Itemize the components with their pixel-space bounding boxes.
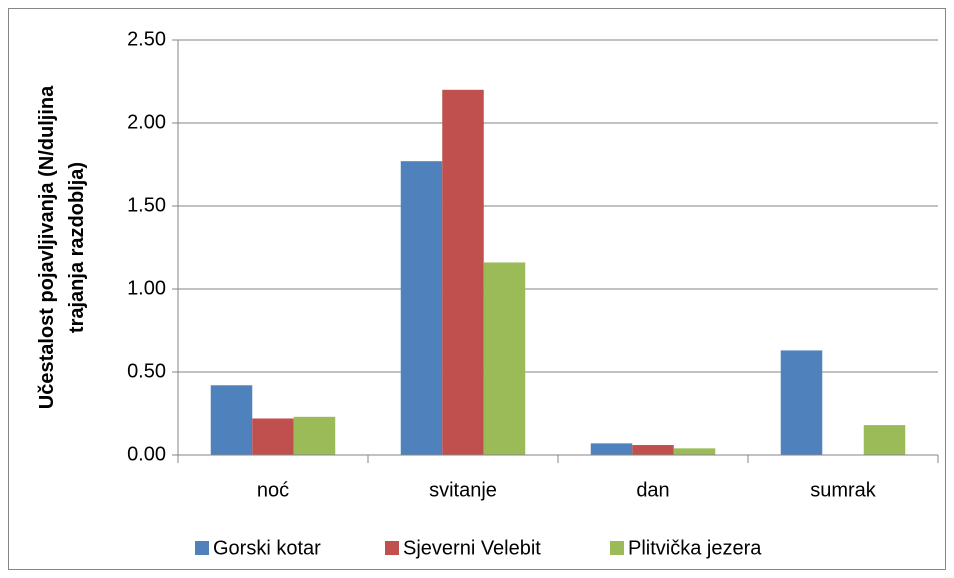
bar	[210, 385, 253, 455]
legend-label: Sjeverni Velebit	[403, 537, 541, 559]
y-tick-label: 2.00	[127, 111, 166, 133]
bar	[780, 350, 823, 455]
x-tick-label: svitanje	[429, 479, 497, 501]
bar	[632, 445, 674, 455]
bar	[252, 418, 294, 455]
y-tick-label: 0.50	[127, 360, 166, 382]
bar	[673, 448, 716, 455]
y-tick-label: 1.50	[127, 194, 166, 216]
bar	[400, 161, 443, 455]
bar	[293, 416, 336, 455]
legend-label: Plitvička jezera	[628, 537, 762, 559]
x-tick-label: dan	[636, 479, 669, 501]
y-axis-label-line: trajanja razdoblja)	[66, 162, 88, 333]
legend-swatch	[610, 541, 624, 555]
x-tick-label: sumrak	[810, 479, 877, 501]
y-axis-label: Učestalost pojavljivanja (N/duljina traja…	[36, 85, 88, 409]
legend-swatch	[195, 541, 209, 555]
y-tick-label: 1.00	[127, 277, 166, 299]
legend-swatch	[385, 541, 399, 555]
y-tick-label: 2.50	[127, 28, 166, 50]
bar	[483, 262, 526, 455]
bar	[442, 89, 484, 456]
bar	[590, 443, 633, 455]
x-tick-label: noć	[257, 479, 289, 501]
y-tick-label: 0.00	[127, 443, 166, 465]
bar	[863, 425, 906, 455]
y-axis-label-line: Učestalost pojavljivanja (N/duljina	[36, 85, 58, 409]
legend-label: Gorski kotar	[213, 537, 321, 559]
